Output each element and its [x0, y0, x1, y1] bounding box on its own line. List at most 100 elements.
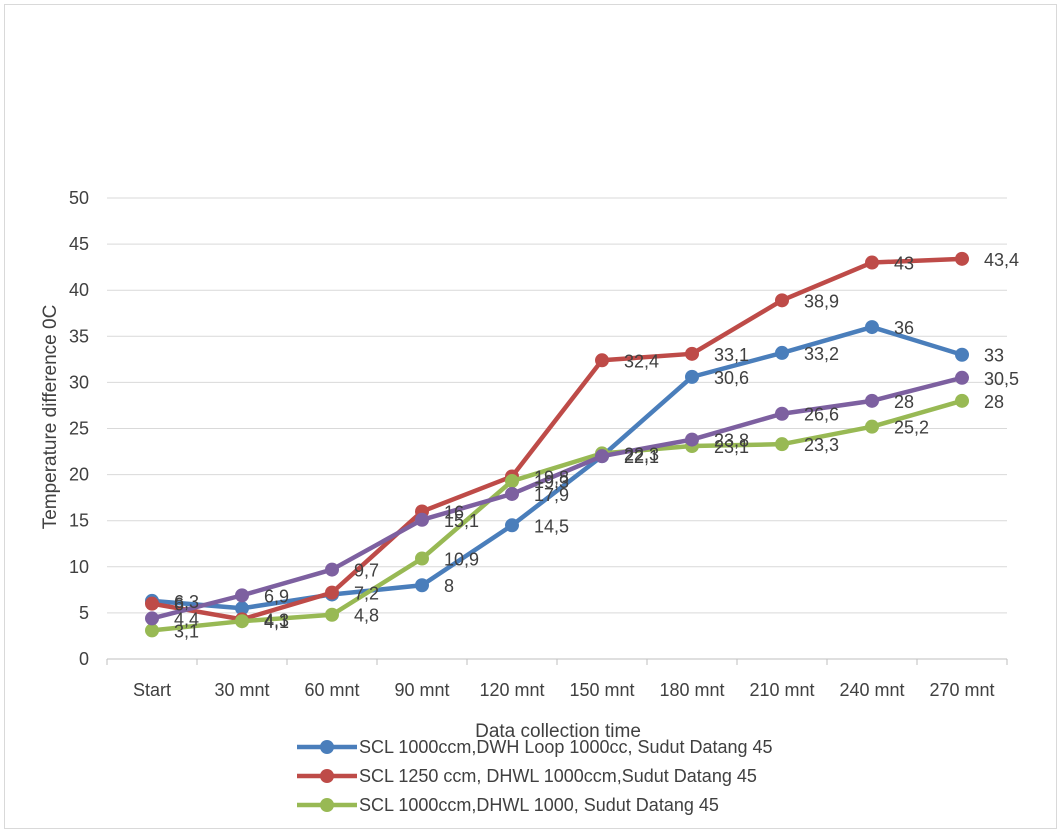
legend-marker	[320, 740, 334, 754]
data-label: 25,2	[894, 418, 929, 438]
data-point	[865, 255, 879, 270]
data-label: 10,9	[444, 550, 479, 570]
y-axis-ticks: 0 5 10 15 20 25 30 35 40 45 50	[69, 188, 89, 669]
data-point	[595, 449, 609, 464]
series-line	[149, 324, 965, 611]
data-point	[145, 611, 159, 626]
data-point	[505, 486, 519, 501]
y-tick-label: 20	[69, 465, 89, 485]
x-axis-title: Data collection time	[475, 721, 641, 742]
data-point	[685, 432, 699, 447]
data-label: 3,1	[174, 621, 199, 641]
legend-item: SCL 1000ccm,DHWL 1000, Sudut Datang 45	[297, 795, 719, 815]
data-label: 14,5	[534, 516, 569, 536]
data-point	[595, 353, 609, 368]
y-tick-label: 40	[69, 280, 89, 300]
x-tick-label: 90 mnt	[394, 680, 449, 700]
x-tick-label: 150 mnt	[569, 680, 634, 700]
data-label: 43	[894, 254, 914, 274]
x-tick-label: 240 mnt	[839, 680, 904, 700]
data-point	[325, 585, 339, 600]
series-line	[149, 256, 965, 622]
data-label: 4,3	[264, 610, 289, 630]
chart-frame: 0 5 10 15 20 25 30 35 40 45 50 Start 30 mnt 60 mnt 90…	[4, 4, 1057, 829]
data-label: 19,3	[534, 472, 569, 492]
data-label: 30,5	[984, 369, 1019, 389]
y-tick-label: 0	[79, 649, 89, 669]
x-tick-label: 30 mnt	[214, 680, 269, 700]
data-label: 23,1	[714, 437, 749, 457]
legend-item: SCL 1000ccm,DWH Loop 1000cc, Sudut Datan…	[297, 737, 773, 757]
data-point	[235, 614, 249, 629]
x-tick-label: 210 mnt	[749, 680, 814, 700]
data-label: 9,7	[354, 561, 379, 581]
data-label: 4,4	[174, 609, 199, 629]
legend: SCL 1000ccm,DWH Loop 1000cc, Sudut Datan…	[297, 737, 773, 815]
data-label: 26,6	[804, 405, 839, 425]
data-point	[955, 251, 969, 266]
data-point	[415, 551, 429, 566]
data-labels: 6,3 8 14,5 22,1 30,6 33,2 36 33 6 4,3 7,2 16 19,8 32,…	[174, 250, 1019, 642]
data-label: 6,3	[174, 592, 199, 612]
data-label: 38,9	[804, 291, 839, 311]
y-tick-label: 50	[69, 188, 89, 208]
data-point	[235, 601, 249, 616]
data-point	[865, 393, 879, 408]
series-layer	[145, 251, 969, 638]
data-point	[325, 562, 339, 577]
data-label: 28	[984, 392, 1004, 412]
data-point	[865, 419, 879, 434]
x-tick-label: 60 mnt	[304, 680, 359, 700]
data-point	[775, 437, 789, 452]
data-label: 23,8	[714, 431, 749, 451]
data-label: 36	[894, 318, 914, 338]
legend-label: SCL 1000ccm,DHWL 1000, Sudut Datang 45	[359, 795, 719, 815]
y-tick-label: 30	[69, 372, 89, 392]
data-point	[775, 293, 789, 308]
data-label: 33,1	[714, 345, 749, 365]
data-point	[775, 345, 789, 360]
data-point	[955, 347, 969, 362]
data-point	[775, 406, 789, 421]
y-tick-label: 45	[69, 234, 89, 254]
data-label: 7,2	[354, 584, 379, 604]
data-label: 23,3	[804, 435, 839, 455]
legend-item: SCL 1250 ccm, DHWL 1000ccm,Sudut Datang …	[297, 766, 757, 786]
data-label: 28	[894, 392, 914, 412]
y-tick-label: 10	[69, 557, 89, 577]
x-tick-label: Start	[133, 680, 171, 700]
data-label: 33,2	[804, 344, 839, 364]
data-point	[865, 320, 879, 335]
y-tick-label: 5	[79, 603, 89, 623]
legend-marker	[320, 769, 334, 783]
data-point	[415, 578, 429, 593]
series-line	[149, 375, 965, 621]
legend-label: SCL 1250 ccm, DHWL 1000ccm,Sudut Datang …	[359, 766, 757, 786]
legend-label: SCL 1000ccm,DWH Loop 1000cc, Sudut Datan…	[359, 737, 773, 757]
data-label: 4,1	[264, 612, 289, 632]
y-axis-title: Temperature difference 0C	[40, 305, 61, 530]
data-point	[145, 623, 159, 638]
data-label: 16	[444, 502, 464, 522]
data-label: 43,4	[984, 250, 1019, 270]
data-point	[505, 474, 519, 489]
gridlines	[107, 197, 1007, 614]
data-label: 22,1	[624, 447, 659, 467]
data-label: 17,9	[534, 485, 569, 505]
data-point	[685, 369, 699, 384]
x-axis: Start 30 mnt 60 mnt 90 mnt 120 mnt 150 mnt 180…	[106, 658, 1008, 700]
data-point	[955, 370, 969, 385]
legend-marker	[320, 798, 334, 812]
line-chart: 0 5 10 15 20 25 30 35 40 45 50 Start 30 mnt 60 mnt 90…	[40, 188, 1019, 815]
x-tick-label: 120 mnt	[479, 680, 544, 700]
data-point	[955, 393, 969, 408]
series-4	[145, 370, 969, 626]
y-tick-label: 15	[69, 511, 89, 531]
data-label: 8	[444, 576, 454, 596]
data-label: 15,1	[444, 511, 479, 531]
data-label: 33	[984, 346, 1004, 366]
series-line	[149, 398, 965, 633]
data-label: 19,8	[534, 467, 569, 487]
y-tick-label: 35	[69, 326, 89, 346]
x-tick-label: 270 mnt	[929, 680, 994, 700]
